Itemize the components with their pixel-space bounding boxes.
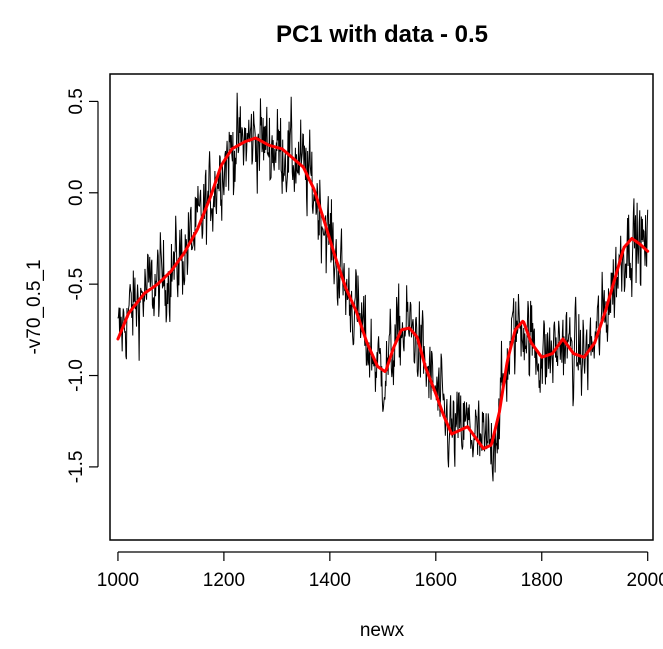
y-axis-label: -v70_0.5_1 [24,259,45,354]
y-axis: -1.5 -1.0 -0.5 0.0 0.5 [66,88,99,484]
x-tick-label: 1200 [203,570,245,591]
y-tick-label: -1.0 [66,359,87,392]
x-tick-label: 1000 [97,570,139,591]
x-tick-label: 1400 [309,570,351,591]
x-tick-label: 1800 [521,570,563,591]
x-axis: 1000 1200 1400 1600 1800 2000 [97,551,663,591]
y-tick-label: -0.5 [66,268,87,301]
plot-frame [109,73,654,541]
y-tick-label: 0.0 [66,180,87,206]
chart-title: PC1 with data - 0.5 [276,21,488,48]
y-tick-label: 0.5 [66,88,87,114]
plot-area [116,92,650,482]
y-tick-label: -1.5 [66,451,87,484]
data-line [117,92,649,482]
smooth-line [116,136,650,451]
x-axis-label: newx [360,620,405,641]
series-smooth [116,136,650,451]
series-noisy [117,92,649,482]
x-tick-label: 2000 [627,570,663,591]
x-tick-label: 1600 [415,570,457,591]
